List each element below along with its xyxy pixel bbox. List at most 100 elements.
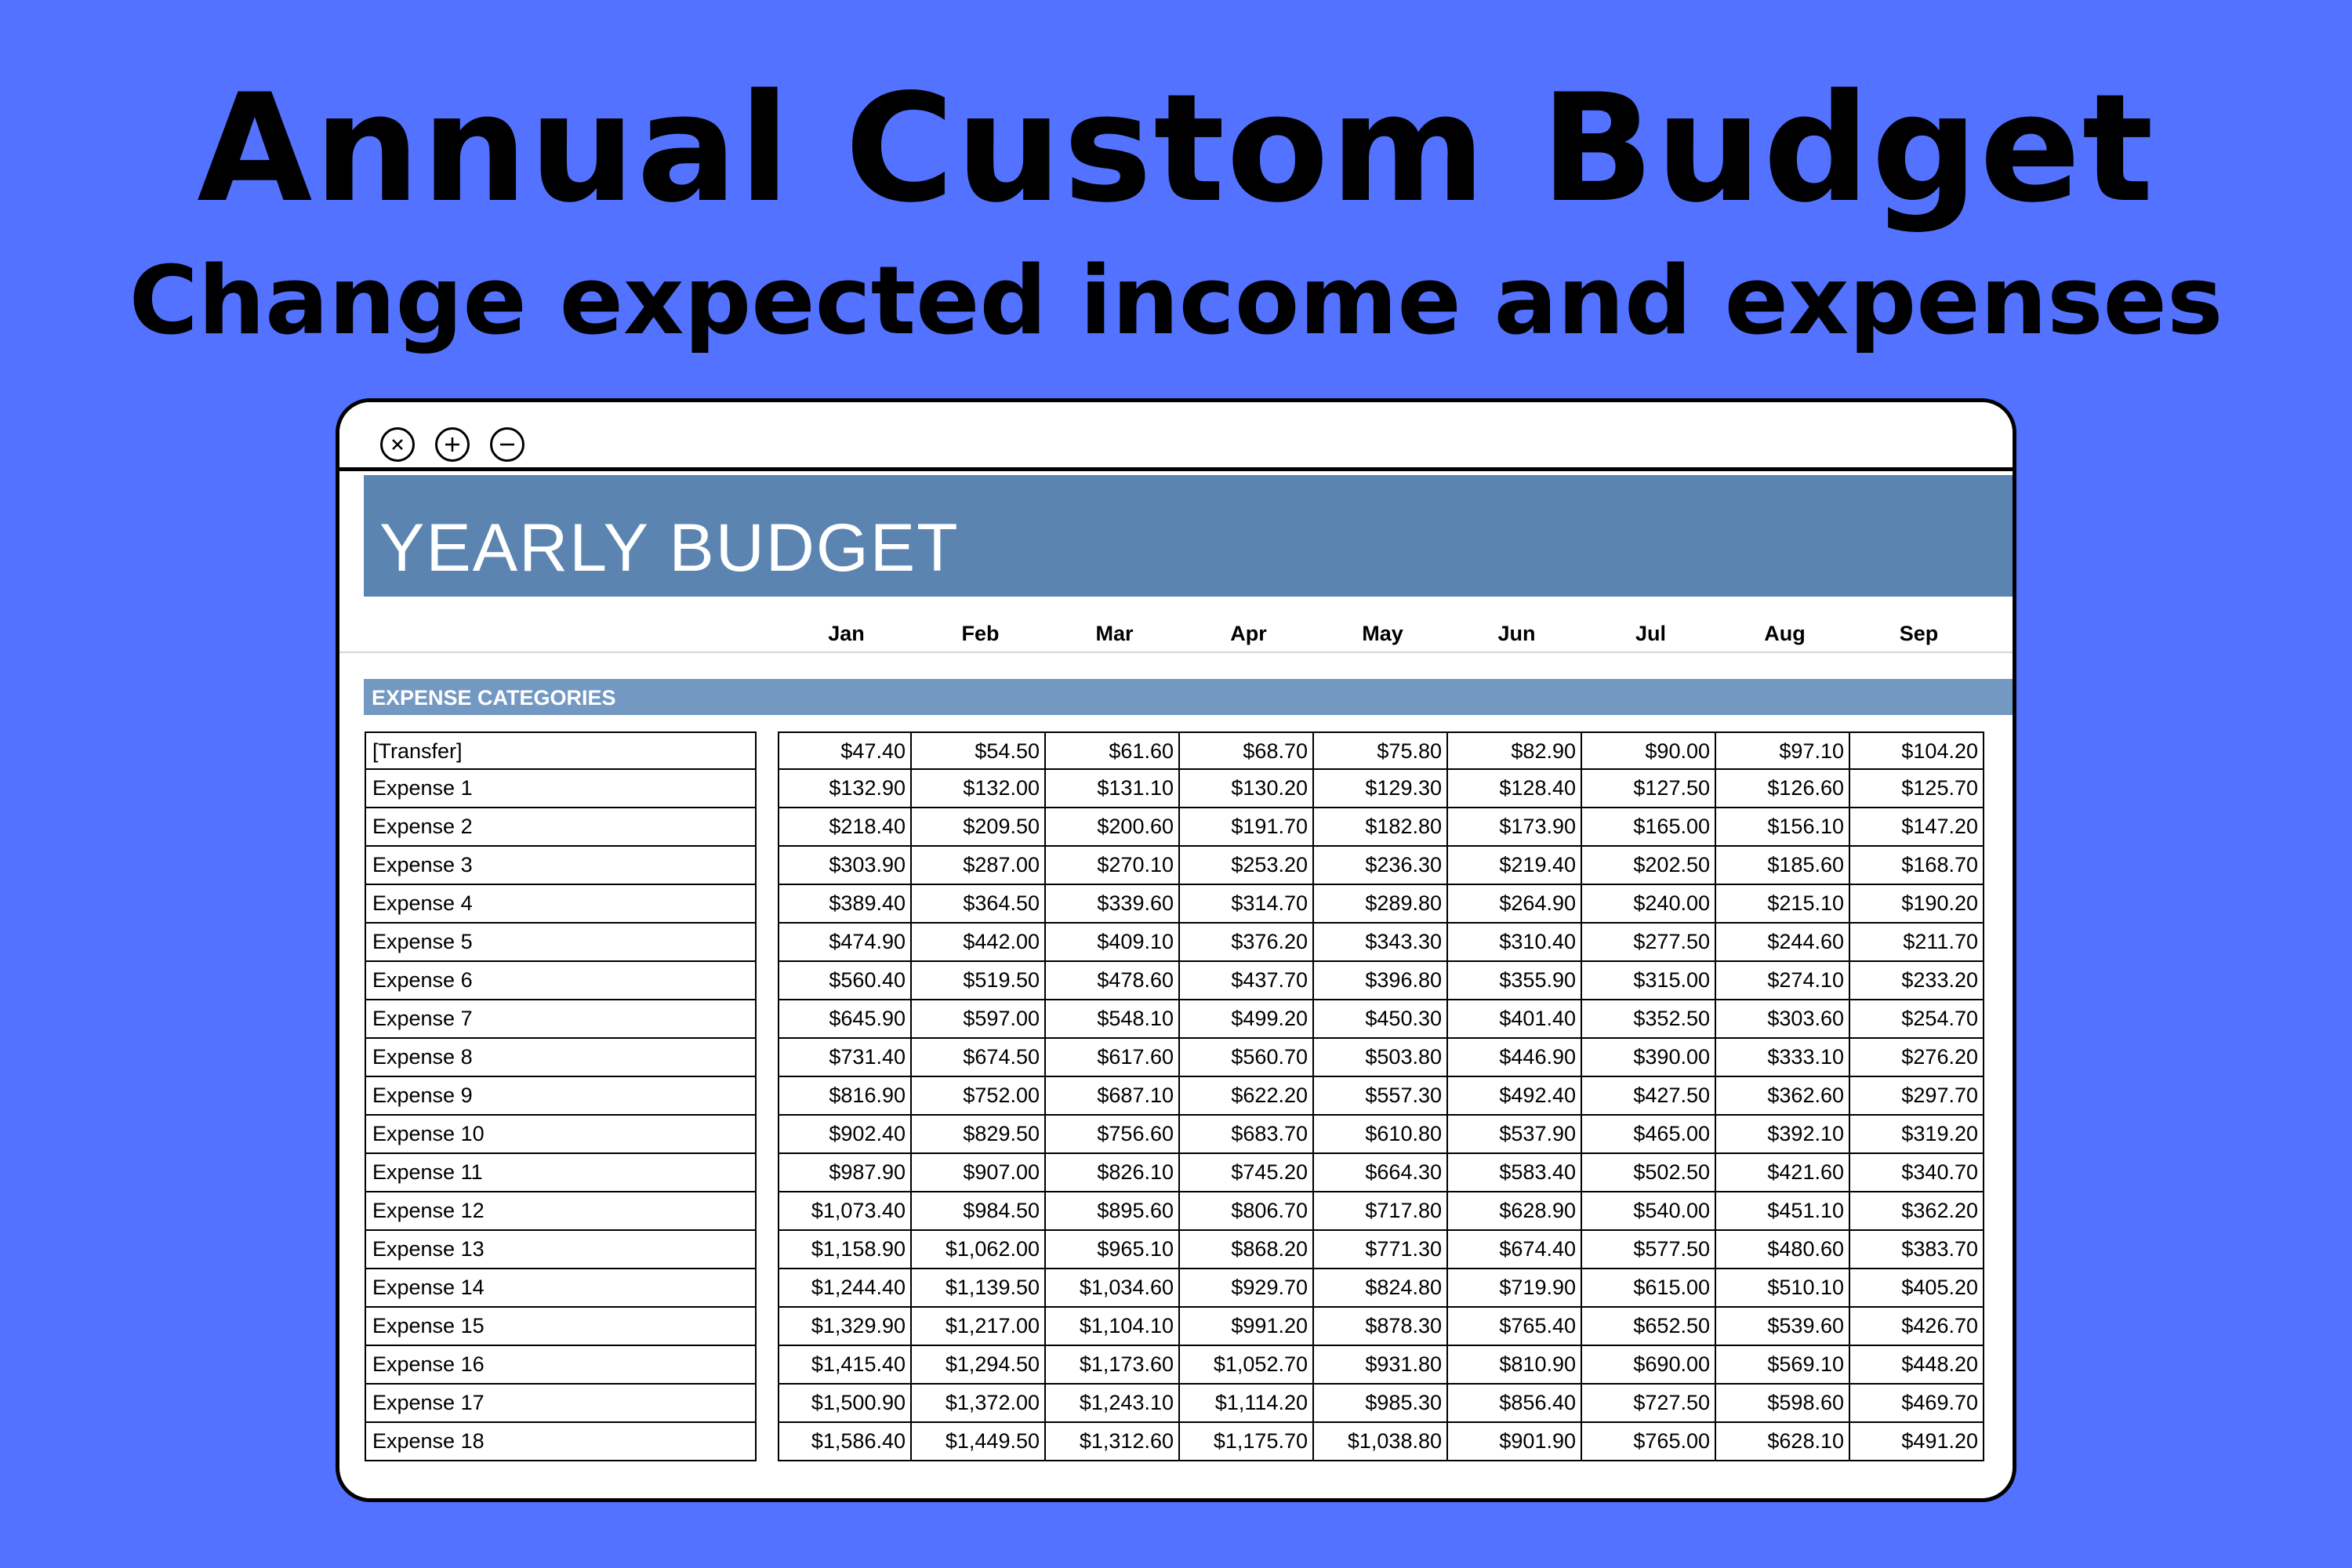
value-cell[interactable]: $1,062.00	[912, 1231, 1046, 1269]
value-cell[interactable]: $965.10	[1046, 1231, 1180, 1269]
value-cell[interactable]: $502.50	[1582, 1154, 1716, 1192]
value-cell[interactable]: $1,034.60	[1046, 1269, 1180, 1308]
value-cell[interactable]: $1,586.40	[778, 1423, 912, 1461]
value-cell[interactable]: $628.10	[1716, 1423, 1850, 1461]
row-label-cell[interactable]: Expense 11	[365, 1154, 757, 1192]
value-cell[interactable]: $218.40	[778, 808, 912, 847]
value-cell[interactable]: $987.90	[778, 1154, 912, 1192]
value-cell[interactable]: $340.70	[1850, 1154, 1984, 1192]
value-cell[interactable]: $480.60	[1716, 1231, 1850, 1269]
value-cell[interactable]: $129.30	[1314, 770, 1448, 808]
value-cell[interactable]: $333.10	[1716, 1039, 1850, 1077]
value-cell[interactable]: $1,217.00	[912, 1308, 1046, 1346]
value-cell[interactable]: $628.90	[1448, 1192, 1582, 1231]
value-cell[interactable]: $130.20	[1180, 770, 1314, 808]
value-cell[interactable]: $752.00	[912, 1077, 1046, 1116]
value-cell[interactable]: $991.20	[1180, 1308, 1314, 1346]
value-cell[interactable]: $537.90	[1448, 1116, 1582, 1154]
value-cell[interactable]: $310.40	[1448, 924, 1582, 962]
value-cell[interactable]: $165.00	[1582, 808, 1716, 847]
value-cell[interactable]: $771.30	[1314, 1231, 1448, 1269]
row-label-cell[interactable]: Expense 15	[365, 1308, 757, 1346]
value-cell[interactable]: $450.30	[1314, 1000, 1448, 1039]
value-cell[interactable]: $478.60	[1046, 962, 1180, 1000]
value-cell[interactable]: $54.50	[912, 731, 1046, 770]
value-cell[interactable]: $510.10	[1716, 1269, 1850, 1308]
value-cell[interactable]: $173.90	[1448, 808, 1582, 847]
value-cell[interactable]: $289.80	[1314, 885, 1448, 924]
value-cell[interactable]: $810.90	[1448, 1346, 1582, 1385]
value-cell[interactable]: $1,158.90	[778, 1231, 912, 1269]
value-cell[interactable]: $191.70	[1180, 808, 1314, 847]
value-cell[interactable]: $519.50	[912, 962, 1046, 1000]
value-cell[interactable]: $90.00	[1582, 731, 1716, 770]
value-cell[interactable]: $277.50	[1582, 924, 1716, 962]
value-cell[interactable]: $645.90	[778, 1000, 912, 1039]
value-cell[interactable]: $132.00	[912, 770, 1046, 808]
value-cell[interactable]: $503.80	[1314, 1039, 1448, 1077]
value-cell[interactable]: $185.60	[1716, 847, 1850, 885]
value-cell[interactable]: $61.60	[1046, 731, 1180, 770]
row-label-cell[interactable]: Expense 13	[365, 1231, 757, 1269]
value-cell[interactable]: $202.50	[1582, 847, 1716, 885]
value-cell[interactable]: $376.20	[1180, 924, 1314, 962]
value-cell[interactable]: $68.70	[1180, 731, 1314, 770]
value-cell[interactable]: $355.90	[1448, 962, 1582, 1000]
value-cell[interactable]: $446.90	[1448, 1039, 1582, 1077]
value-cell[interactable]: $690.00	[1582, 1346, 1716, 1385]
value-cell[interactable]: $622.20	[1180, 1077, 1314, 1116]
row-label-cell[interactable]: Expense 5	[365, 924, 757, 962]
value-cell[interactable]: $560.70	[1180, 1039, 1314, 1077]
value-cell[interactable]: $806.70	[1180, 1192, 1314, 1231]
value-cell[interactable]: $583.40	[1448, 1154, 1582, 1192]
value-cell[interactable]: $1,243.10	[1046, 1385, 1180, 1423]
value-cell[interactable]: $1,175.70	[1180, 1423, 1314, 1461]
value-cell[interactable]: $125.70	[1850, 770, 1984, 808]
value-cell[interactable]: $168.70	[1850, 847, 1984, 885]
value-cell[interactable]: $492.40	[1448, 1077, 1582, 1116]
value-cell[interactable]: $253.20	[1180, 847, 1314, 885]
value-cell[interactable]: $902.40	[778, 1116, 912, 1154]
value-cell[interactable]: $745.20	[1180, 1154, 1314, 1192]
value-cell[interactable]: $765.00	[1582, 1423, 1716, 1461]
value-cell[interactable]: $985.30	[1314, 1385, 1448, 1423]
row-label-cell[interactable]: Expense 10	[365, 1116, 757, 1154]
value-cell[interactable]: $437.70	[1180, 962, 1314, 1000]
value-cell[interactable]: $427.50	[1582, 1077, 1716, 1116]
minus-icon[interactable]	[490, 427, 524, 462]
value-cell[interactable]: $200.60	[1046, 808, 1180, 847]
value-cell[interactable]: $895.60	[1046, 1192, 1180, 1231]
value-cell[interactable]: $577.50	[1582, 1231, 1716, 1269]
value-cell[interactable]: $47.40	[778, 731, 912, 770]
value-cell[interactable]: $816.90	[778, 1077, 912, 1116]
value-cell[interactable]: $287.00	[912, 847, 1046, 885]
value-cell[interactable]: $878.30	[1314, 1308, 1448, 1346]
value-cell[interactable]: $240.00	[1582, 885, 1716, 924]
value-cell[interactable]: $156.10	[1716, 808, 1850, 847]
value-cell[interactable]: $901.90	[1448, 1423, 1582, 1461]
value-cell[interactable]: $652.50	[1582, 1308, 1716, 1346]
row-label-cell[interactable]: Expense 6	[365, 962, 757, 1000]
value-cell[interactable]: $233.20	[1850, 962, 1984, 1000]
value-cell[interactable]: $362.20	[1850, 1192, 1984, 1231]
value-cell[interactable]: $236.30	[1314, 847, 1448, 885]
value-cell[interactable]: $421.60	[1716, 1154, 1850, 1192]
value-cell[interactable]: $1,329.90	[778, 1308, 912, 1346]
value-cell[interactable]: $215.10	[1716, 885, 1850, 924]
value-cell[interactable]: $499.20	[1180, 1000, 1314, 1039]
value-cell[interactable]: $1,312.60	[1046, 1423, 1180, 1461]
row-label-cell[interactable]: Expense 3	[365, 847, 757, 885]
value-cell[interactable]: $276.20	[1850, 1039, 1984, 1077]
value-cell[interactable]: $491.20	[1850, 1423, 1984, 1461]
row-label-cell[interactable]: [Transfer]	[365, 731, 757, 770]
value-cell[interactable]: $343.30	[1314, 924, 1448, 962]
value-cell[interactable]: $362.60	[1716, 1077, 1850, 1116]
row-label-cell[interactable]: Expense 8	[365, 1039, 757, 1077]
row-label-cell[interactable]: Expense 4	[365, 885, 757, 924]
row-label-cell[interactable]: Expense 18	[365, 1423, 757, 1461]
value-cell[interactable]: $469.70	[1850, 1385, 1984, 1423]
value-cell[interactable]: $405.20	[1850, 1269, 1984, 1308]
value-cell[interactable]: $1,449.50	[912, 1423, 1046, 1461]
value-cell[interactable]: $569.10	[1716, 1346, 1850, 1385]
value-cell[interactable]: $131.10	[1046, 770, 1180, 808]
